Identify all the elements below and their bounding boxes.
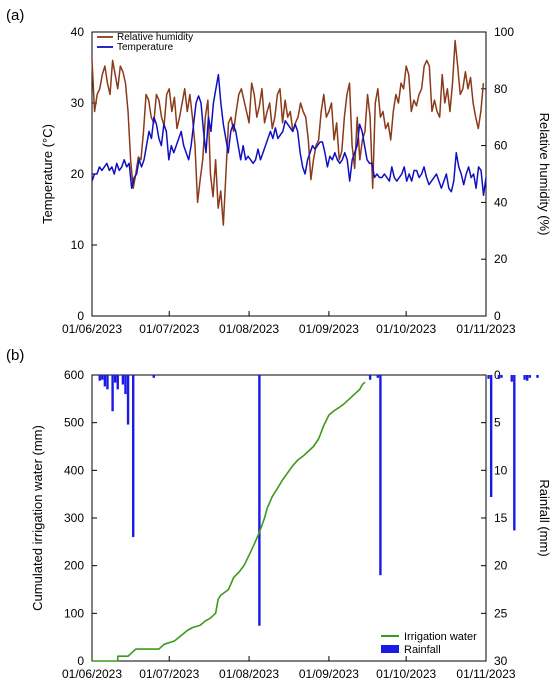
legend-label-irrigation: Irrigation water: [404, 631, 477, 643]
y2-tick-label: 10: [494, 463, 508, 477]
rainfall-bar: [536, 375, 539, 378]
y2-tick-label: 25: [494, 606, 508, 620]
panel-label: (a): [6, 7, 24, 24]
y2-tick-label: 30: [494, 654, 508, 668]
rainfall-bar: [513, 375, 516, 531]
panel-b: (b) 0 100 200 300 400 500 600 0 5 10 15 20 25 30 01/06/…: [6, 347, 550, 681]
x-tick-label: 01/11/2023: [456, 322, 515, 336]
x-tick-label: 01/09/2023: [299, 667, 359, 681]
y2-axis-label: Relative humidity (%): [537, 113, 550, 236]
legend-label-humidity: Relative humidity: [117, 32, 193, 43]
rainfall-bar: [500, 375, 503, 378]
y-tick-label: 500: [64, 416, 84, 430]
plot-frame: [91, 31, 487, 317]
rainfall-bar: [121, 375, 125, 385]
y-tick-label: 40: [71, 25, 85, 39]
y-tick-label: 0: [77, 654, 84, 668]
y2-tick-label: 20: [494, 559, 508, 573]
y-tick-label: 600: [64, 368, 84, 382]
panel-a: (a) 0 10 20 30 40 0 20 40 60 80 100 01/06/2023 01/07/…: [6, 7, 550, 336]
y-axis-label: Cumulated irrigation water (mm): [30, 425, 45, 611]
rainfall-bar: [113, 375, 117, 383]
rainfall-bar: [379, 375, 382, 576]
rainfall-bar: [132, 375, 135, 538]
y-tick-label: 20: [71, 167, 85, 181]
y2-tick-label: 15: [494, 511, 508, 525]
legend-swatch-rainfall: [381, 645, 399, 653]
plot-frame: [91, 374, 487, 662]
x-tick-label: 01/06/2023: [62, 667, 122, 681]
rainfall-bar: [376, 375, 380, 378]
temperature-line: [91, 73, 487, 197]
rainfall-bar: [124, 375, 127, 395]
y2-tick-label: 60: [494, 139, 508, 153]
rainfall-bar: [368, 375, 372, 380]
x-tick-label: 01/09/2023: [299, 322, 359, 336]
legend-label-temperature: Temperature: [117, 42, 174, 53]
y-tick-label: 300: [64, 511, 84, 525]
x-tick-label: 01/07/2023: [139, 322, 199, 336]
x-tick-label: 01/10/2023: [376, 667, 436, 681]
rainfall-bar: [487, 375, 490, 379]
y-tick-label: 0: [77, 309, 84, 323]
y2-tick-label: 40: [494, 195, 508, 209]
y2-tick-label: 100: [494, 25, 514, 39]
x-tick-label: 01/08/2023: [219, 667, 279, 681]
y-tick-label: 200: [64, 559, 84, 573]
y2-tick-label: 0: [494, 368, 501, 382]
rainfall-bar: [528, 375, 531, 378]
y2-tick-label: 80: [494, 82, 508, 96]
rainfall-bar: [523, 375, 526, 380]
panel-label: (b): [6, 347, 24, 364]
y-tick-label: 30: [71, 96, 85, 110]
rainfall-bar: [526, 375, 529, 381]
irrigation-line: [92, 381, 366, 662]
y2-tick-label: 20: [494, 252, 508, 266]
y2-axis-label: Rainfall (mm): [537, 479, 550, 556]
rainfall-bar: [258, 375, 261, 626]
rainfall-bar: [111, 375, 114, 412]
rainfall-bar: [103, 375, 107, 387]
rainfall-bar: [497, 375, 501, 379]
y-axis-label: Temperature (°C): [40, 124, 55, 224]
x-tick-label: 01/08/2023: [219, 322, 279, 336]
y2-tick-label: 5: [494, 416, 501, 430]
y-tick-label: 400: [64, 463, 84, 477]
legend-label-rainfall: Rainfall: [404, 644, 441, 656]
rainfall-bar: [489, 375, 493, 498]
rainfall-bar: [126, 375, 130, 425]
x-tick-label: 01/06/2023: [62, 322, 122, 336]
x-tick-label: 01/07/2023: [139, 667, 199, 681]
rainfall-bar: [98, 375, 101, 381]
y-tick-label: 100: [64, 606, 84, 620]
x-tick-label: 01/11/2023: [456, 667, 515, 681]
y2-tick-label: 0: [494, 309, 501, 323]
rainfall-bar: [106, 375, 109, 390]
humidity-line: [91, 39, 485, 226]
rainfall-bar: [152, 375, 156, 378]
x-tick-label: 01/10/2023: [376, 322, 436, 336]
y-tick-label: 10: [71, 238, 85, 252]
rainfall-bar: [116, 375, 119, 390]
rainfall-bar: [101, 375, 104, 380]
rainfall-bar: [510, 375, 513, 382]
